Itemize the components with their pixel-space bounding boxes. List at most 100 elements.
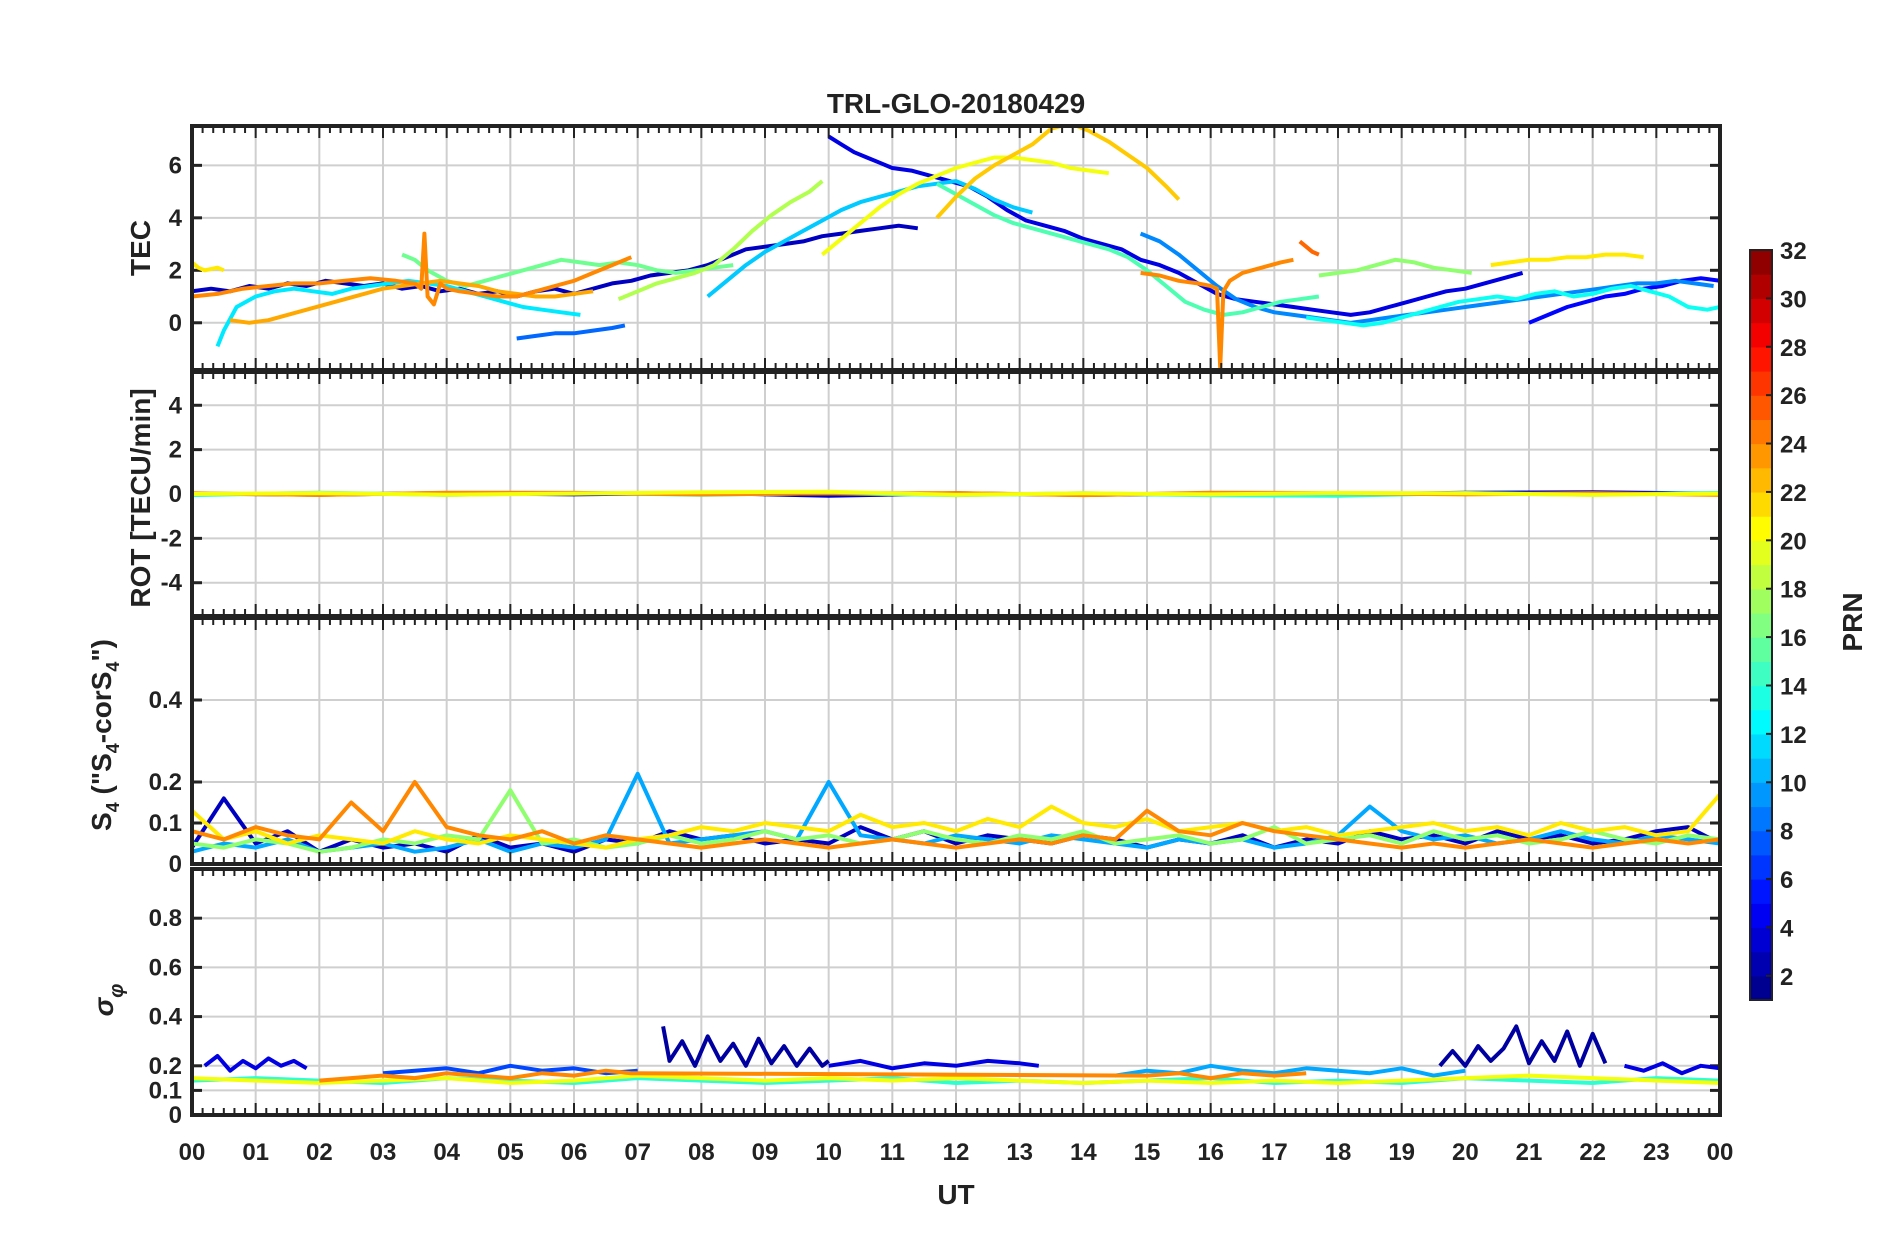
series-line-s4-prn-10	[192, 771, 1720, 854]
colorbar-segment	[1750, 927, 1772, 953]
panel-sigma_phi-ytick-label: 0.1	[149, 1077, 182, 1104]
series-line-s4-prn-24	[192, 780, 1720, 850]
colorbar-segment	[1750, 903, 1772, 929]
colorbar-tick-label: 28	[1780, 335, 1807, 362]
colorbar-label: PRN	[1837, 592, 1868, 651]
x-tick-label: 15	[1134, 1139, 1161, 1166]
panel-sigma_phi-ytick-label: 0.2	[149, 1053, 182, 1080]
colorbar-segment	[1750, 879, 1772, 904]
colorbar-segment	[1750, 782, 1772, 808]
series-line-tec-prn-5	[1528, 276, 1720, 325]
colorbar-tick-label: 20	[1780, 528, 1807, 555]
series-line-s4-prn-21	[192, 792, 1720, 850]
x-tick-label: 21	[1516, 1139, 1543, 1166]
panel-tec-series	[192, 126, 1720, 370]
colorbar-segment	[1750, 346, 1772, 372]
x-tick-label: 00	[1707, 1139, 1734, 1166]
chart-title: TRL-GLO-20180429	[827, 88, 1085, 119]
series-line-sigma_phi-prn-24	[319, 1068, 1307, 1083]
x-tick-label: 14	[1070, 1139, 1097, 1166]
panel-rot: -4 -2 0 2 4	[161, 370, 1722, 618]
colorbar-segment	[1750, 322, 1772, 348]
x-tick-label: 23	[1643, 1139, 1670, 1166]
panel-sigma_phi-ytick-label: 0.4	[149, 1004, 183, 1031]
series-line-tec-prn-13	[1305, 284, 1720, 328]
colorbar-tick-label: 12	[1780, 722, 1807, 749]
series-line-tec-prn-4	[827, 134, 1524, 317]
series-line-tec-prn-17	[1318, 257, 1472, 278]
colorbar-segment	[1750, 951, 1772, 977]
series-line-tec-prn-25	[1298, 239, 1320, 257]
x-tick-label: 11	[880, 1139, 905, 1166]
colorbar-segment	[1750, 491, 1772, 517]
x-tick-label: 17	[1261, 1139, 1288, 1166]
series-line-tec-prn-22	[935, 126, 1181, 220]
panel-sigma_phi: 00.10.2 0.4 0.6 0.8	[149, 867, 1722, 1129]
colorbar-segment	[1750, 830, 1772, 856]
colorbar-segment	[1750, 564, 1772, 590]
series-line-tec-prn-24	[1140, 257, 1294, 370]
colorbar-segment	[1750, 250, 1772, 275]
colorbar-tick-label: 24	[1780, 432, 1807, 459]
colorbar-segment	[1750, 806, 1772, 832]
series-line-tec-prn-24	[192, 231, 633, 307]
x-axis-label: UT	[937, 1179, 974, 1210]
colorbar-segment	[1750, 854, 1772, 880]
panel-s4-series	[192, 771, 1720, 854]
x-tick-label: 00	[179, 1139, 206, 1166]
series-line-sigma_phi-prn-2	[1438, 1024, 1608, 1068]
colorbar-tick-label: 6	[1780, 867, 1793, 894]
series-line-rot-prn-20	[192, 489, 1720, 497]
colorbar-tick-label: 8	[1780, 819, 1793, 846]
colorbar-frame	[1749, 249, 1773, 1001]
series-line-tec-prn-21	[1490, 252, 1644, 268]
x-tick-label: 12	[943, 1139, 970, 1166]
colorbar-segment	[1750, 516, 1772, 541]
x-tick-label: 20	[1452, 1139, 1479, 1166]
series-line-s4-prn-17	[192, 788, 1720, 854]
x-tick-label: 13	[1006, 1139, 1033, 1166]
colorbar-segment	[1750, 661, 1772, 687]
panel-tec-ytick-label: 6	[169, 152, 182, 179]
series-line-sigma_phi-prn-20	[192, 1073, 1720, 1085]
x-tick-label: 05	[497, 1139, 524, 1166]
colorbar-tick-label: 16	[1780, 625, 1807, 652]
panel-rot-ytick-label: -4	[161, 570, 183, 597]
colorbar-segment	[1750, 540, 1772, 566]
colorbar-tick-label: 10	[1780, 770, 1807, 797]
colorbar-segment	[1750, 612, 1772, 638]
series-line-tec-prn-12	[215, 278, 581, 348]
x-tick-label: 06	[561, 1139, 588, 1166]
series-line-tec-prn-15	[935, 181, 1320, 317]
series-line-sigma_phi-prn-4	[203, 1054, 308, 1073]
colorbar-tick-label: 18	[1780, 577, 1807, 604]
colorbar-tick-label: 2	[1780, 964, 1793, 991]
panel-s4-ytick-label: 0	[169, 851, 182, 878]
colorbar-segment	[1750, 395, 1772, 420]
colorbar-segment	[1750, 274, 1772, 299]
panel-sigma_phi-ytick-label: 0	[169, 1102, 182, 1129]
x-tick-label: 02	[306, 1139, 333, 1166]
colorbar-tick-label: 32	[1780, 238, 1807, 265]
x-tick-label: 18	[1325, 1139, 1352, 1166]
x-tick-label: 22	[1579, 1139, 1606, 1166]
x-tick-label: 10	[815, 1139, 842, 1166]
colorbar-segment	[1750, 709, 1772, 735]
x-tick-label: 09	[752, 1139, 779, 1166]
colorbar-tick-label: 14	[1780, 673, 1807, 700]
colorbar-tick-label: 30	[1780, 286, 1807, 313]
panel-rot-ytick-label: -2	[161, 525, 182, 552]
s4-ylabel: S4 ("S4-corS4")	[86, 639, 123, 831]
colorbar-segment	[1750, 419, 1772, 445]
series-line-tec-prn-8	[516, 323, 626, 341]
series-line-tec-prn-20	[821, 155, 1110, 257]
panel-s4-ytick-label: 0.1	[149, 810, 182, 837]
x-tick-label: 03	[370, 1139, 397, 1166]
colorbar-segment	[1750, 467, 1772, 493]
colorbar-segment	[1750, 685, 1772, 711]
x-tick-label: 08	[688, 1139, 715, 1166]
colorbar-segment	[1750, 733, 1772, 759]
panel-rot-ytick-label: 4	[169, 392, 183, 419]
panel-tec: 0 2 4 6	[169, 124, 1722, 372]
series-line-sigma_phi-prn-4	[828, 1058, 1040, 1071]
